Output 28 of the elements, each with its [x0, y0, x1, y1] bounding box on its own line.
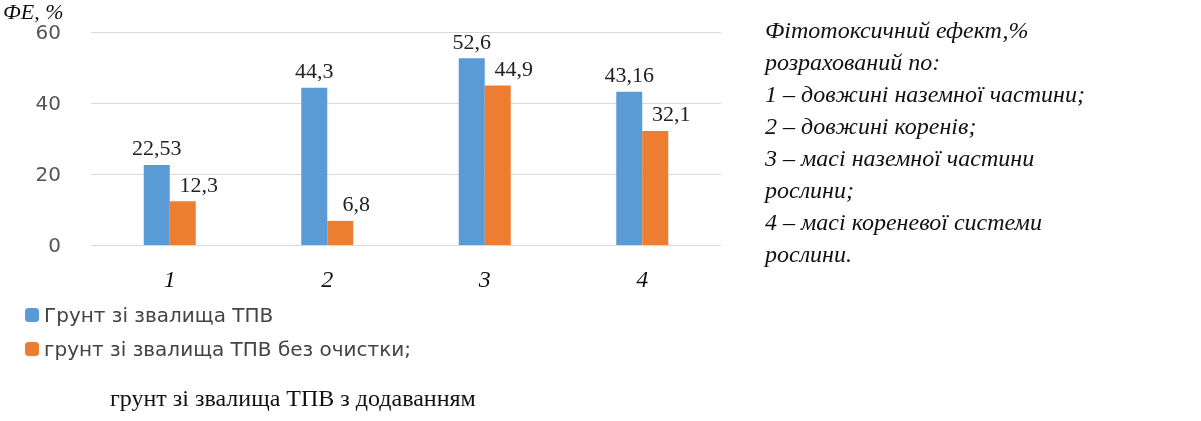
bar [301, 87, 328, 245]
data-label: 44,9 [494, 56, 533, 82]
bar [642, 130, 669, 245]
data-label: 6,8 [342, 191, 370, 217]
y-tick-label: 0 [48, 233, 61, 257]
y-tick-label: 40 [35, 90, 61, 115]
x-tick-label: 1 [163, 266, 176, 292]
x-tick-label: 4 [636, 266, 649, 292]
x-tick-label: 3 [477, 266, 491, 292]
data-label: 43,16 [604, 62, 654, 88]
text: грунт зі звалища ТПВ з додаванням [110, 385, 476, 411]
y-tick-label: 20 [35, 161, 61, 186]
bar [458, 58, 485, 245]
bar [327, 220, 354, 245]
bar [484, 85, 511, 245]
data-label: 52,6 [452, 28, 491, 54]
text: Фітотоксичний ефект,% розрахований по: 1 – довжині наземної частини; 2 – довжині коренів; 3 – масі наземної частини рослини; 4 – масі кореневої системи рослини. [763, 17, 1086, 267]
data-label: 12,3 [179, 171, 218, 197]
data-label: 22,53 [132, 135, 182, 161]
y-axis-title: ФЕ, % [3, 0, 64, 24]
legend-label: грунт зі звалища ТПВ без очистки; [44, 337, 412, 361]
legend-label: Грунт зі звалища ТПВ [44, 303, 274, 327]
bar [143, 164, 170, 245]
x-tick-label: 2 [321, 266, 334, 292]
bar [169, 201, 196, 245]
bar [616, 91, 643, 245]
data-label: 44,3 [295, 58, 334, 84]
data-label: 32,1 [652, 101, 691, 127]
